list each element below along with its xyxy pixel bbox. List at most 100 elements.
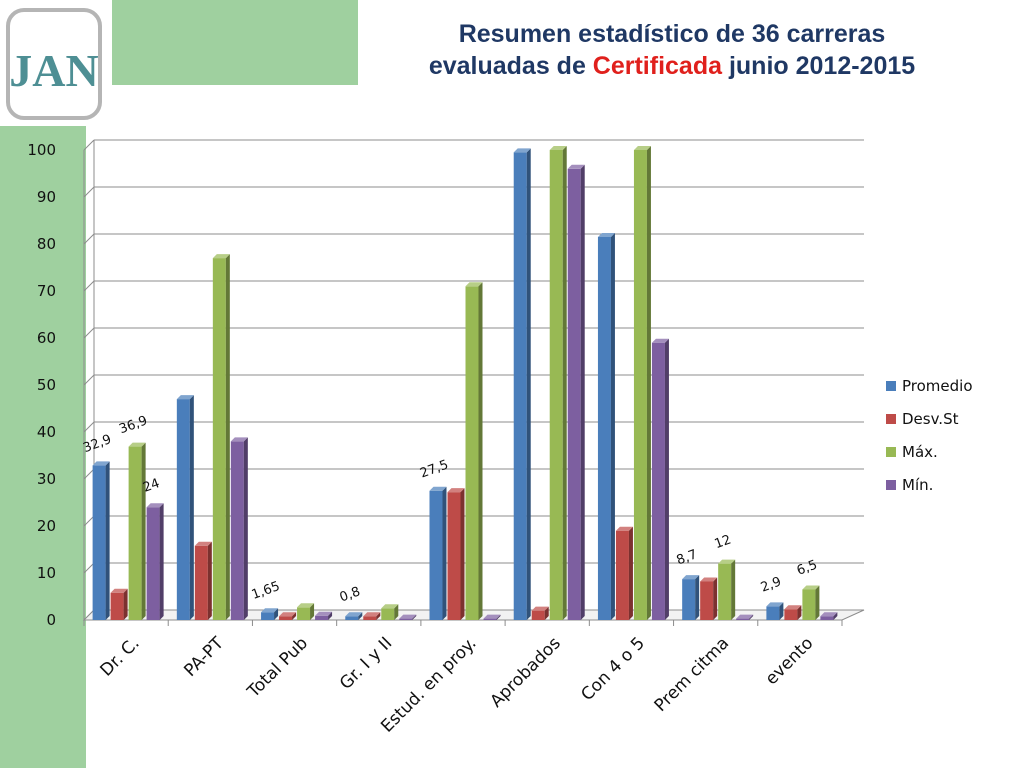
y-tick-label: 80 — [37, 235, 56, 253]
bar-top — [447, 488, 465, 493]
bar-side — [123, 588, 128, 620]
bar — [429, 490, 443, 620]
legend-label: Promedio — [902, 377, 973, 395]
bar-top — [820, 612, 838, 617]
data-label: 8,7 — [675, 547, 700, 568]
bar-side — [412, 614, 417, 620]
bar-top — [766, 602, 784, 607]
bar — [682, 579, 696, 620]
bar-side — [225, 254, 230, 620]
bar-side — [442, 486, 447, 620]
bar-side — [159, 503, 164, 620]
data-label: 0,8 — [338, 584, 363, 605]
title-accent-word: Certificada — [592, 52, 723, 80]
bar-top — [297, 603, 315, 608]
bar-side — [394, 604, 399, 620]
y-tick-label: 50 — [37, 376, 56, 394]
data-label: 32,9 — [81, 432, 113, 456]
data-label: 1,65 — [250, 579, 282, 603]
bar-side — [664, 338, 669, 620]
bar — [483, 618, 497, 620]
bar-side — [562, 146, 567, 620]
legend-label: Máx. — [902, 443, 938, 461]
bar-top — [230, 437, 248, 442]
gridline-side — [83, 327, 95, 339]
bar — [766, 606, 780, 620]
x-category-label: PA-PT — [180, 633, 228, 681]
legend-swatch — [886, 480, 896, 490]
data-label: 2,9 — [759, 574, 784, 595]
x-category-label: Aprobados — [486, 633, 564, 711]
bar-side — [478, 282, 483, 620]
y-tick-label: 40 — [37, 423, 56, 441]
legend-swatch — [886, 414, 896, 424]
bar — [315, 615, 329, 620]
bar-top — [513, 148, 531, 153]
x-category-label: Con 4 o 5 — [577, 633, 649, 705]
bar-top — [736, 614, 754, 619]
y-tick-label: 30 — [37, 470, 56, 488]
bar-top — [110, 588, 128, 593]
bar-side — [610, 232, 615, 620]
data-label: 12 — [713, 532, 734, 552]
bar — [597, 236, 611, 620]
x-category-label: Total Pub — [243, 633, 312, 702]
bar — [261, 612, 275, 620]
bar-side — [243, 437, 248, 620]
bar — [651, 342, 665, 620]
bar-side — [189, 395, 194, 620]
bar-side — [646, 146, 651, 620]
bar — [736, 618, 750, 620]
bar-side — [779, 602, 784, 620]
bar-top — [429, 486, 447, 491]
bar — [279, 616, 293, 620]
bar-top — [597, 232, 615, 237]
bar — [381, 608, 395, 620]
bar-top — [651, 338, 669, 343]
bar — [784, 609, 798, 620]
bar-top — [315, 611, 333, 616]
gridline-side — [83, 421, 95, 433]
bar-top — [146, 503, 164, 508]
gridline-side — [83, 233, 95, 245]
bar-top — [682, 575, 700, 580]
bar-side — [292, 612, 297, 620]
gridline-side — [83, 374, 95, 386]
bar — [146, 507, 160, 620]
bar-top — [261, 608, 279, 613]
bar-side — [376, 612, 381, 620]
bar-chart: 0 10 20 30 40 50 60 70 80 90 100 Dr. C. PA-PT Total P… — [27, 139, 973, 737]
bar-top — [531, 606, 549, 611]
bar — [128, 446, 142, 620]
bar — [345, 616, 359, 620]
data-label: 36,9 — [117, 413, 149, 437]
bar — [718, 563, 732, 620]
bar-top — [633, 146, 651, 150]
bar — [399, 618, 413, 620]
bar — [700, 581, 714, 620]
bar — [513, 152, 527, 620]
legend-swatch — [886, 381, 896, 391]
bar-side — [105, 461, 110, 620]
bar-top — [567, 164, 585, 169]
bar-side — [460, 488, 465, 620]
bar-side — [628, 526, 633, 620]
bar-side — [358, 612, 363, 620]
gridline-side — [83, 562, 95, 574]
legend-label: Desv.St — [902, 410, 959, 428]
bar-side — [713, 577, 718, 620]
bar — [363, 616, 377, 620]
bar-top — [381, 604, 399, 609]
logo-mark: JAN — [9, 45, 98, 96]
y-tick-label: 60 — [37, 329, 56, 347]
bar-top — [399, 614, 417, 619]
bar-side — [797, 605, 802, 620]
bar-top — [549, 146, 567, 150]
title-line-2-post: junio 2012-2015 — [722, 52, 916, 80]
bar-top — [176, 395, 194, 400]
x-category-label: evento — [762, 633, 818, 689]
bar-top — [700, 577, 718, 582]
bar-side — [815, 585, 820, 620]
bar-top — [784, 605, 802, 610]
gridline-side — [83, 139, 95, 151]
